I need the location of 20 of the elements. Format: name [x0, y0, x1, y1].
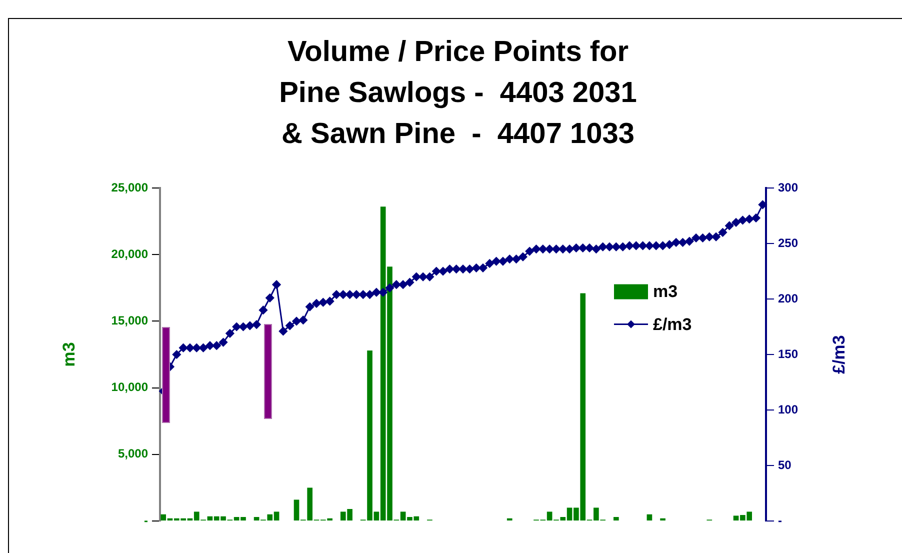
y2-tick-label: 300	[778, 180, 798, 194]
y2-tick-label: -	[778, 513, 782, 528]
y-tick-label: 10,000	[111, 380, 148, 394]
y-tick-label: -	[144, 513, 148, 528]
y-tick-label: 25,000	[111, 180, 148, 194]
y2-tick-label: 150	[778, 346, 798, 361]
y2-axis-title: £/m3	[830, 335, 849, 374]
y2-tick-label: 100	[778, 402, 798, 416]
y-tick-label: 5,000	[118, 446, 148, 461]
chart-title: Volume / Price Points for Pine Sawlogs - 4403 2031 & Sawn Pine - 4407 1033	[279, 36, 637, 150]
y2-tick-label: 250	[778, 236, 798, 250]
bar	[614, 517, 619, 520]
y2-tick-label: 50	[778, 458, 792, 472]
y-tick-label: 15,000	[111, 314, 148, 328]
legend-label: £/m3	[653, 314, 692, 334]
y-tick-label: 20,000	[111, 246, 148, 261]
bar	[646, 514, 652, 520]
y2-tick-label: 200	[778, 291, 798, 306]
legend-label: m3	[653, 282, 678, 301]
y-axis-title: m3	[60, 342, 79, 367]
